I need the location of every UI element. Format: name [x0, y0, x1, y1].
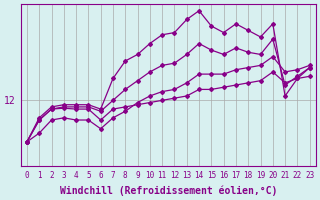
X-axis label: Windchill (Refroidissement éolien,°C): Windchill (Refroidissement éolien,°C) — [60, 185, 277, 196]
